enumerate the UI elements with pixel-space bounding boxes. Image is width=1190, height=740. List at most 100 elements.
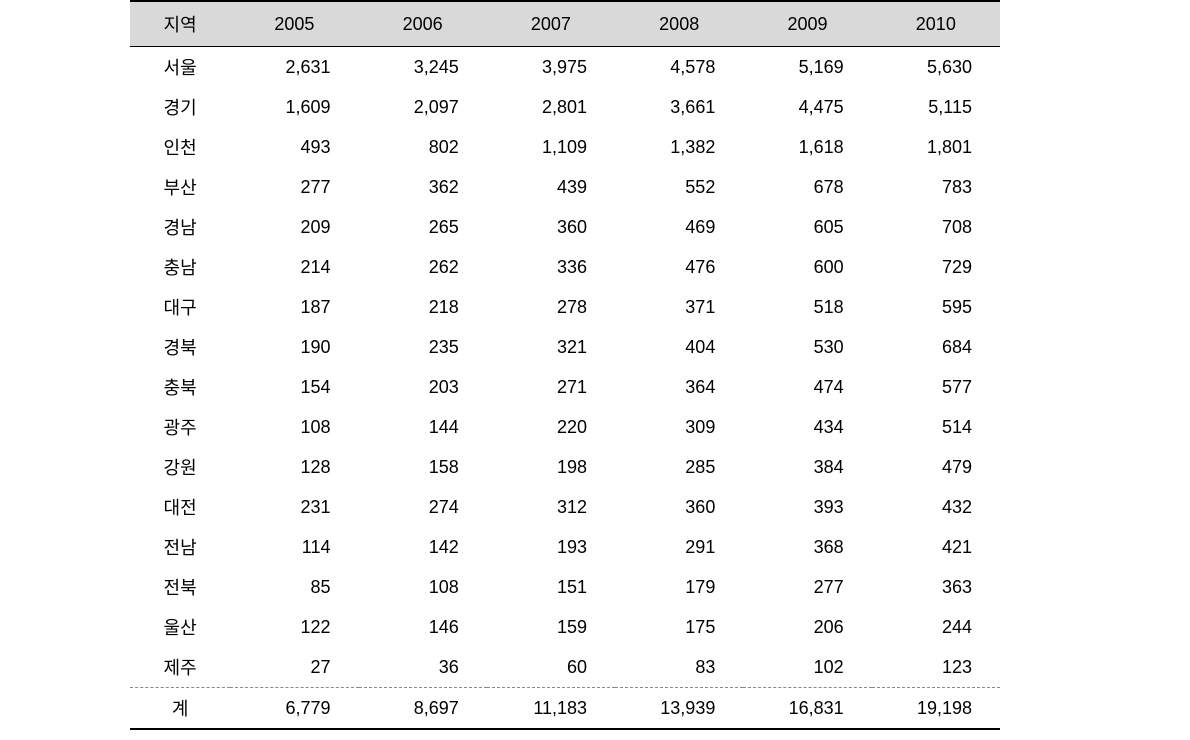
value-cell: 1,382	[615, 127, 743, 167]
table-header: 지역 2005 2006 2007 2008 2009 2010	[130, 1, 1000, 47]
total-value: 6,779	[230, 688, 358, 730]
value-cell: 291	[615, 527, 743, 567]
value-cell: 108	[230, 407, 358, 447]
value-cell: 321	[487, 327, 615, 367]
value-cell: 220	[487, 407, 615, 447]
table-row: 전북 85 108 151 179 277 363	[130, 567, 1000, 607]
value-cell: 108	[359, 567, 487, 607]
table-body: 서울 2,631 3,245 3,975 4,578 5,169 5,630 경…	[130, 47, 1000, 730]
region-cell: 경기	[130, 87, 230, 127]
table-row: 강원 128 158 198 285 384 479	[130, 447, 1000, 487]
value-cell: 5,115	[872, 87, 1000, 127]
value-cell: 421	[872, 527, 1000, 567]
value-cell: 190	[230, 327, 358, 367]
header-year-5: 2010	[872, 1, 1000, 47]
value-cell: 5,169	[743, 47, 871, 88]
value-cell: 476	[615, 247, 743, 287]
header-year-0: 2005	[230, 1, 358, 47]
value-cell: 60	[487, 647, 615, 688]
value-cell: 518	[743, 287, 871, 327]
value-cell: 360	[615, 487, 743, 527]
value-cell: 3,975	[487, 47, 615, 88]
region-cell: 울산	[130, 607, 230, 647]
total-value: 16,831	[743, 688, 871, 730]
header-year-4: 2009	[743, 1, 871, 47]
region-cell: 충북	[130, 367, 230, 407]
value-cell: 4,578	[615, 47, 743, 88]
table-row: 제주 27 36 60 83 102 123	[130, 647, 1000, 688]
value-cell: 360	[487, 207, 615, 247]
value-cell: 278	[487, 287, 615, 327]
total-value: 11,183	[487, 688, 615, 730]
value-cell: 179	[615, 567, 743, 607]
value-cell: 235	[359, 327, 487, 367]
table-row: 대전 231 274 312 360 393 432	[130, 487, 1000, 527]
region-cell: 부산	[130, 167, 230, 207]
table-row: 경남 209 265 360 469 605 708	[130, 207, 1000, 247]
value-cell: 187	[230, 287, 358, 327]
region-cell: 전북	[130, 567, 230, 607]
value-cell: 144	[359, 407, 487, 447]
value-cell: 2,097	[359, 87, 487, 127]
value-cell: 432	[872, 487, 1000, 527]
value-cell: 5,630	[872, 47, 1000, 88]
value-cell: 158	[359, 447, 487, 487]
region-cell: 인천	[130, 127, 230, 167]
value-cell: 336	[487, 247, 615, 287]
value-cell: 684	[872, 327, 1000, 367]
total-value: 13,939	[615, 688, 743, 730]
value-cell: 474	[743, 367, 871, 407]
value-cell: 2,631	[230, 47, 358, 88]
value-cell: 729	[872, 247, 1000, 287]
value-cell: 309	[615, 407, 743, 447]
value-cell: 85	[230, 567, 358, 607]
value-cell: 265	[359, 207, 487, 247]
header-year-2: 2007	[487, 1, 615, 47]
header-row: 지역 2005 2006 2007 2008 2009 2010	[130, 1, 1000, 47]
value-cell: 209	[230, 207, 358, 247]
total-value: 8,697	[359, 688, 487, 730]
table-row: 전남 114 142 193 291 368 421	[130, 527, 1000, 567]
value-cell: 218	[359, 287, 487, 327]
value-cell: 198	[487, 447, 615, 487]
total-value: 19,198	[872, 688, 1000, 730]
value-cell: 244	[872, 607, 1000, 647]
table-row: 충북 154 203 271 364 474 577	[130, 367, 1000, 407]
value-cell: 577	[872, 367, 1000, 407]
value-cell: 123	[872, 647, 1000, 688]
value-cell: 363	[872, 567, 1000, 607]
region-cell: 대구	[130, 287, 230, 327]
value-cell: 439	[487, 167, 615, 207]
value-cell: 206	[743, 607, 871, 647]
table-row: 대구 187 218 278 371 518 595	[130, 287, 1000, 327]
regional-data-table: 지역 2005 2006 2007 2008 2009 2010 서울 2,63…	[130, 0, 1000, 730]
value-cell: 371	[615, 287, 743, 327]
value-cell: 1,618	[743, 127, 871, 167]
table-row: 광주 108 144 220 309 434 514	[130, 407, 1000, 447]
value-cell: 175	[615, 607, 743, 647]
header-year-3: 2008	[615, 1, 743, 47]
table-row: 인천 493 802 1,109 1,382 1,618 1,801	[130, 127, 1000, 167]
total-row: 계 6,779 8,697 11,183 13,939 16,831 19,19…	[130, 688, 1000, 730]
value-cell: 393	[743, 487, 871, 527]
value-cell: 368	[743, 527, 871, 567]
value-cell: 83	[615, 647, 743, 688]
value-cell: 514	[872, 407, 1000, 447]
value-cell: 151	[487, 567, 615, 607]
value-cell: 102	[743, 647, 871, 688]
table-row: 충남 214 262 336 476 600 729	[130, 247, 1000, 287]
value-cell: 404	[615, 327, 743, 367]
header-region: 지역	[130, 1, 230, 47]
value-cell: 146	[359, 607, 487, 647]
value-cell: 27	[230, 647, 358, 688]
value-cell: 312	[487, 487, 615, 527]
region-cell: 경북	[130, 327, 230, 367]
value-cell: 364	[615, 367, 743, 407]
value-cell: 262	[359, 247, 487, 287]
value-cell: 3,245	[359, 47, 487, 88]
value-cell: 605	[743, 207, 871, 247]
region-cell: 제주	[130, 647, 230, 688]
value-cell: 552	[615, 167, 743, 207]
data-table-container: 지역 2005 2006 2007 2008 2009 2010 서울 2,63…	[130, 0, 1000, 730]
value-cell: 530	[743, 327, 871, 367]
